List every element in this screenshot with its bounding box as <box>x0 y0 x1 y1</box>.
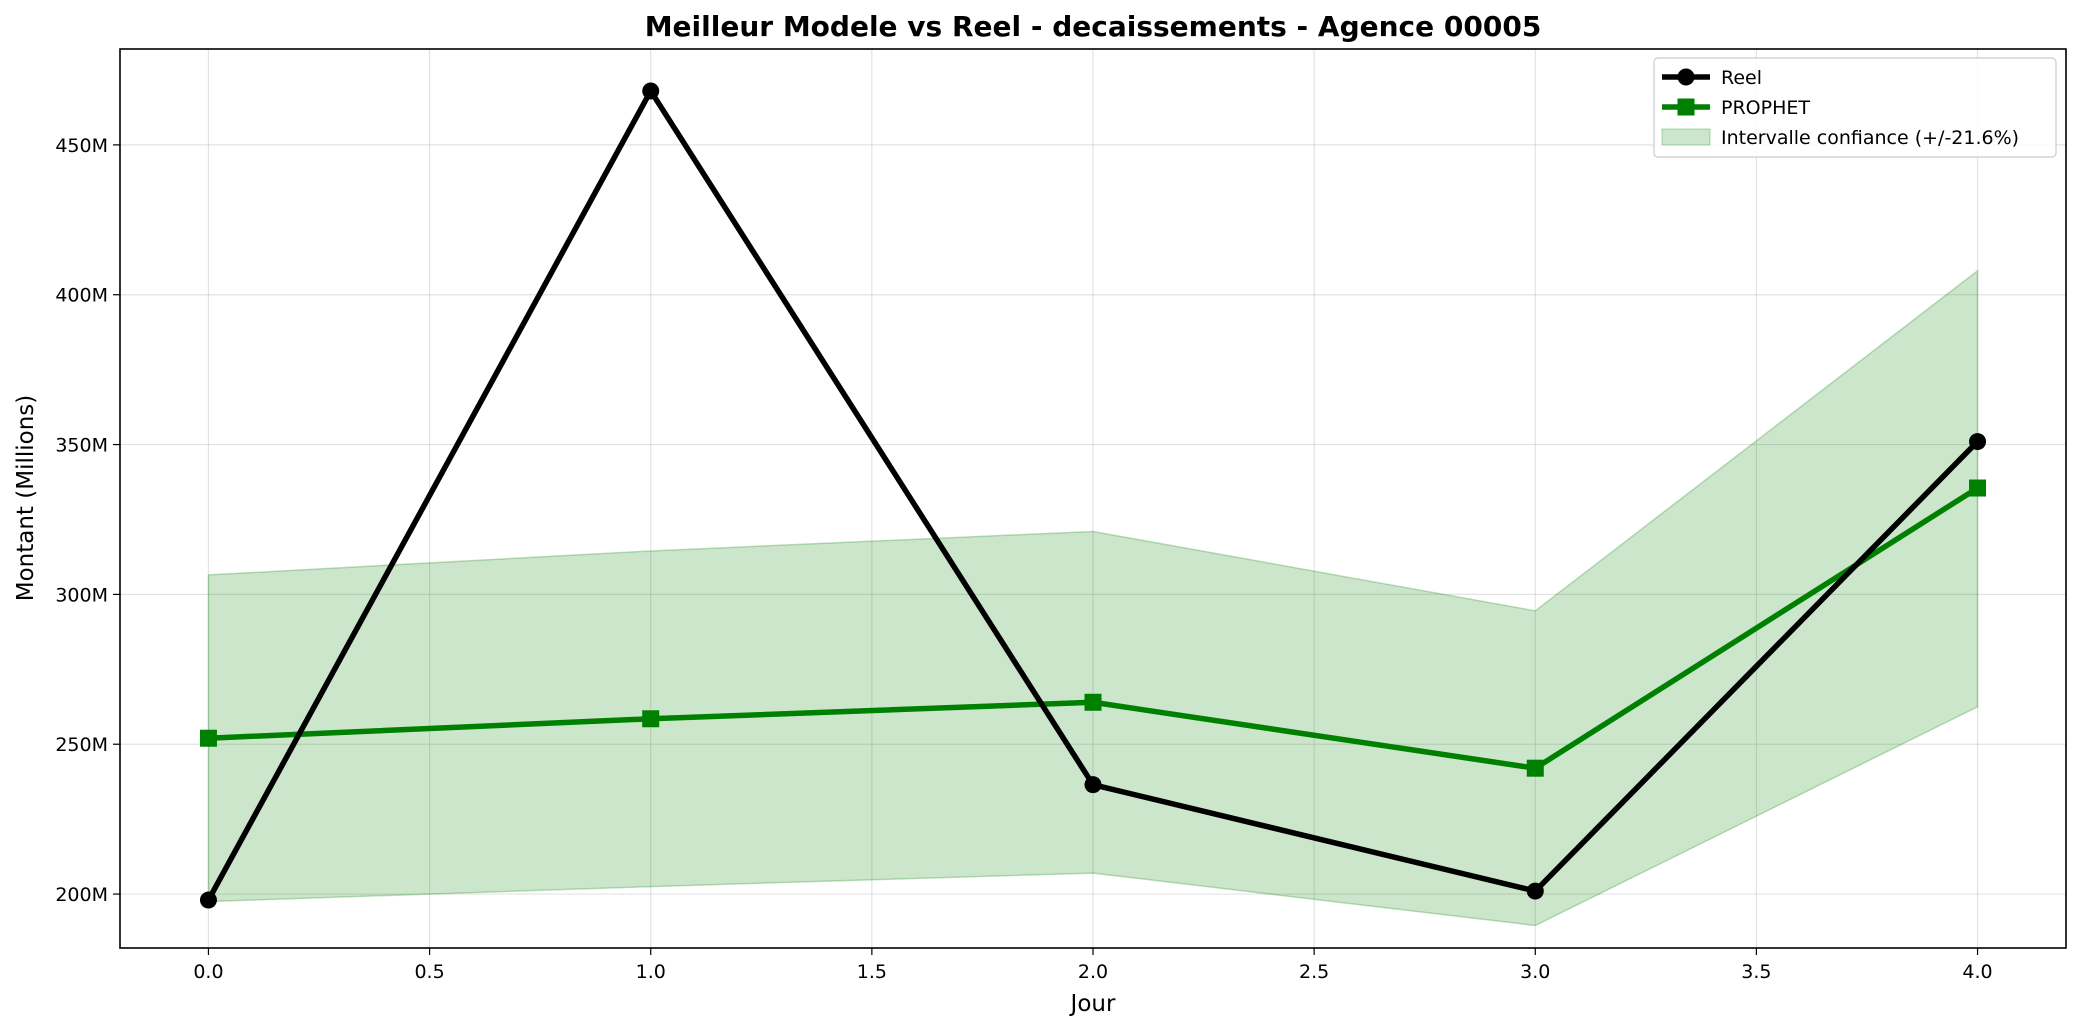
x-tick-label: 3.5 <box>1741 961 1771 983</box>
y-axis: 200M 250M 300M 350M 400M 450M <box>55 135 120 906</box>
chart-title: Meilleur Modele vs Reel - decaissements … <box>645 10 1542 43</box>
legend-label: PROPHET <box>1721 97 1810 119</box>
y-tick-label: 350M <box>55 435 108 457</box>
legend-swatch-marker <box>1677 68 1695 86</box>
data-point-reel <box>1084 776 1102 794</box>
y-tick-label: 400M <box>55 285 108 307</box>
data-point-prophet <box>199 729 217 747</box>
legend-label: Reel <box>1721 67 1762 89</box>
data-point-prophet <box>1526 759 1544 777</box>
legend: Reel PROPHET Intervalle confiance (+/-21.6… <box>1653 57 2057 158</box>
x-axis: 0.0 0.5 1.0 1.5 2.0 2.5 3.0 3.5 4.0 <box>193 948 1993 983</box>
data-point-reel <box>642 82 660 100</box>
legend-swatch-band <box>1661 128 1711 146</box>
y-tick-label: 450M <box>55 135 108 157</box>
legend-entry-intervalle-confiance-21-6: Intervalle confiance (+/-21.6%) <box>1661 127 2019 149</box>
series-reel <box>199 82 1987 909</box>
grid-layer <box>120 49 2066 948</box>
x-tick-label: 3.0 <box>1520 961 1550 983</box>
legend-label: Intervalle confiance (+/-21.6%) <box>1721 127 2019 149</box>
x-tick-label: 1.0 <box>636 961 666 983</box>
x-tick-label: 0.0 <box>193 961 223 983</box>
data-point-prophet <box>1969 479 1987 497</box>
y-tick-label: 250M <box>55 734 108 756</box>
legend-frame <box>1653 57 2057 158</box>
data-point-prophet <box>642 710 660 728</box>
x-tick-label: 4.0 <box>1962 961 1992 983</box>
series-prophet <box>199 479 1987 777</box>
x-tick-label: 0.5 <box>414 961 444 983</box>
data-point-reel <box>199 891 217 909</box>
y-tick-label: 200M <box>55 884 108 906</box>
data-point-reel <box>1969 433 1987 451</box>
series-layer <box>199 82 1987 909</box>
legend-entry-prophet: PROPHET <box>1662 97 1810 119</box>
x-tick-label: 2.0 <box>1078 961 1108 983</box>
data-point-reel <box>1526 882 1544 900</box>
x-tick-label: 1.5 <box>857 961 887 983</box>
legend-swatch-marker <box>1677 98 1695 116</box>
y-tick-label: 300M <box>55 584 108 606</box>
y-axis-label: Montant (Millions) <box>13 395 39 602</box>
x-tick-label: 2.5 <box>1299 961 1329 983</box>
x-axis-label: Jour <box>1069 991 1116 1017</box>
data-point-prophet <box>1084 693 1102 711</box>
legend-entry-reel: Reel <box>1662 67 1762 89</box>
